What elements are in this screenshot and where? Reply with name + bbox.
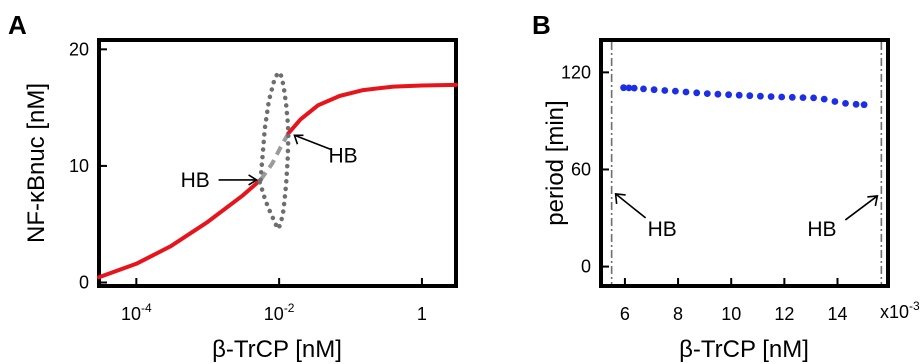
- panel-b-annotation-arrowhead-0: [614, 193, 626, 205]
- panel-b-x-axis-title: β-TrCP [nM]: [679, 336, 809, 363]
- panel-b-data-point-22: [842, 100, 849, 107]
- panel-a-y-tick-label-1: 10: [69, 156, 89, 176]
- panel-a-annotation-arrow-1: [294, 134, 331, 151]
- panel-b-data-point-13: [746, 92, 754, 100]
- panel-a-annotation-arrowhead-1: [293, 134, 304, 145]
- panel-b-x-tick-label-3: 12: [774, 304, 794, 324]
- panel-b-data-point-12: [735, 91, 743, 99]
- panel-b-data-point-9: [703, 90, 711, 97]
- panel-a-annotations: HB HB: [181, 134, 358, 192]
- panel-a-series-0-solid-red: [97, 177, 263, 280]
- panel-b-annotation-arrow-1: [844, 195, 878, 221]
- panel-a-series-2-solid-red: [286, 82, 458, 136]
- panel-b-data-point-21: [831, 98, 839, 105]
- panel-a-series-1-dashed-gray: [258, 132, 291, 182]
- panel-b-annotation-arrow-0: [615, 193, 647, 219]
- panel-b-data-point-11: [725, 91, 732, 99]
- panel-b-data-point-5: [661, 87, 669, 94]
- panel-a-y-tick-labels: 0 10 20: [69, 39, 89, 292]
- panel-b-annotations: HB HB: [614, 193, 879, 241]
- panel-b-x-multiplier: x10-3: [880, 299, 920, 322]
- panel-b-data-point-8: [693, 89, 701, 97]
- panel-a: A 10-4 10-2 1 0 10 20 β-TrCP [nM] NF-κBnuc […: [8, 10, 458, 363]
- panel-b-data-point-6: [672, 87, 679, 95]
- panel-b: B 6 8 10 12 14 0 60 120 x10-3 β-TrCP [nM] peri…: [532, 10, 920, 363]
- panel-a-plot-frame: [97, 38, 458, 288]
- panel-a-x-axis-title: β-TrCP [nM]: [212, 336, 342, 363]
- panel-b-data-point-24: [860, 101, 868, 109]
- panel-a-y-axis-title: NF-κBnuc [nM]: [23, 83, 50, 243]
- panel-b-x-tick-label-4: 14: [827, 304, 847, 324]
- panel-b-y-axis-title: period [min]: [542, 100, 569, 225]
- panel-a-x-tick-label-1: 10-2: [264, 301, 295, 324]
- panel-b-plot-area: [610, 42, 883, 284]
- panel-b-data-point-23: [852, 100, 860, 108]
- panel-a-x-tick-label-0: 10-4: [121, 301, 152, 324]
- panel-b-data-point-4: [650, 86, 658, 94]
- panel-b-y-tick-label-1: 60: [571, 159, 591, 179]
- panel-b-data-point-7: [682, 88, 690, 96]
- panel-b-label: B: [532, 10, 551, 40]
- panel-a-label: A: [8, 10, 27, 40]
- panel-b-annotation-hb-1: HB: [807, 218, 836, 241]
- panel-b-data-point-1: [625, 84, 633, 92]
- panel-b-ticks: [601, 71, 839, 286]
- panel-b-data-point-20: [820, 95, 828, 103]
- panel-b-data-point-18: [799, 94, 807, 101]
- panel-b-data-point-15: [767, 93, 775, 100]
- panel-b-data-point-14: [757, 92, 764, 100]
- panel-b-plot-frame: [599, 38, 890, 288]
- panel-b-data-point-10: [714, 90, 722, 98]
- panel-b-y-tick-label-2: 120: [561, 62, 591, 82]
- panel-b-y-tick-label-0: 0: [581, 257, 591, 277]
- panel-b-data-point-17: [788, 93, 796, 101]
- panel-b-data-point-0: [620, 84, 627, 92]
- panel-a-y-tick-label-0: 0: [79, 273, 89, 293]
- panel-a-annotation-hb-0: HB: [181, 169, 210, 192]
- panel-b-y-tick-labels: 0 60 120: [561, 62, 591, 276]
- panel-b-data-point-2: [630, 84, 638, 92]
- panel-b-annotation-arrowhead-1: [867, 195, 879, 207]
- panel-b-data-point-16: [778, 93, 786, 101]
- panel-b-data-point-19: [810, 94, 817, 102]
- panel-b-x-tick-label-1: 8: [673, 304, 683, 324]
- panel-a-x-tick-label-2: 1: [417, 304, 427, 324]
- panel-a-series-3-dotted-envelope: [255, 69, 291, 234]
- panel-a-x-tick-labels: 10-4 10-2 1: [121, 301, 427, 324]
- panel-b-data-point-3: [640, 85, 647, 93]
- panel-b-x-tick-label-2: 10: [721, 304, 741, 324]
- panel-b-annotation-hb-0: HB: [648, 218, 677, 241]
- panel-a-annotation-arrowhead-0: [248, 174, 259, 186]
- panel-a-annotation-hb-1: HB: [328, 144, 357, 167]
- panel-b-x-tick-label-0: 6: [620, 304, 630, 324]
- panel-b-x-tick-labels: 6 8 10 12 14: [620, 304, 848, 324]
- panel-a-ticks: [99, 48, 423, 286]
- panel-a-plot-area: [97, 69, 458, 280]
- panel-a-y-tick-label-2: 20: [69, 39, 89, 59]
